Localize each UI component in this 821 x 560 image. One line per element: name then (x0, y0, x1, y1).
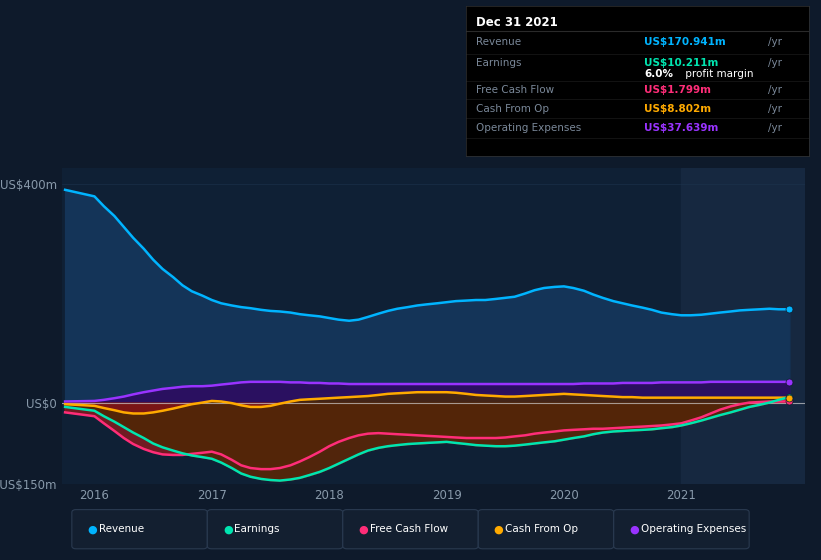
Text: US$8.802m: US$8.802m (644, 104, 711, 114)
Text: Revenue: Revenue (99, 524, 144, 534)
Text: ●: ● (87, 524, 97, 534)
Text: /yr: /yr (768, 58, 782, 68)
Text: ●: ● (493, 524, 503, 534)
Text: Earnings: Earnings (235, 524, 280, 534)
Text: ●: ● (222, 524, 232, 534)
Text: Revenue: Revenue (476, 38, 521, 48)
Text: Operating Expenses: Operating Expenses (476, 123, 581, 133)
Bar (681, 168, 810, 484)
Text: Dec 31 2021: Dec 31 2021 (476, 16, 557, 29)
Text: Cash From Op: Cash From Op (506, 524, 578, 534)
Text: Cash From Op: Cash From Op (476, 104, 548, 114)
Text: US$170.941m: US$170.941m (644, 38, 726, 48)
Text: ●: ● (358, 524, 368, 534)
Text: ●: ● (629, 524, 639, 534)
Text: /yr: /yr (768, 38, 782, 48)
Text: /yr: /yr (768, 85, 782, 95)
Text: US$1.799m: US$1.799m (644, 85, 711, 95)
Text: 6.0%: 6.0% (644, 69, 673, 79)
Text: /yr: /yr (768, 123, 782, 133)
Text: Free Cash Flow: Free Cash Flow (370, 524, 448, 534)
Text: Operating Expenses: Operating Expenses (641, 524, 746, 534)
Text: Free Cash Flow: Free Cash Flow (476, 85, 554, 95)
Text: Earnings: Earnings (476, 58, 521, 68)
Text: US$10.211m: US$10.211m (644, 58, 718, 68)
Text: US$37.639m: US$37.639m (644, 123, 718, 133)
Text: profit margin: profit margin (681, 69, 753, 79)
Text: /yr: /yr (768, 104, 782, 114)
